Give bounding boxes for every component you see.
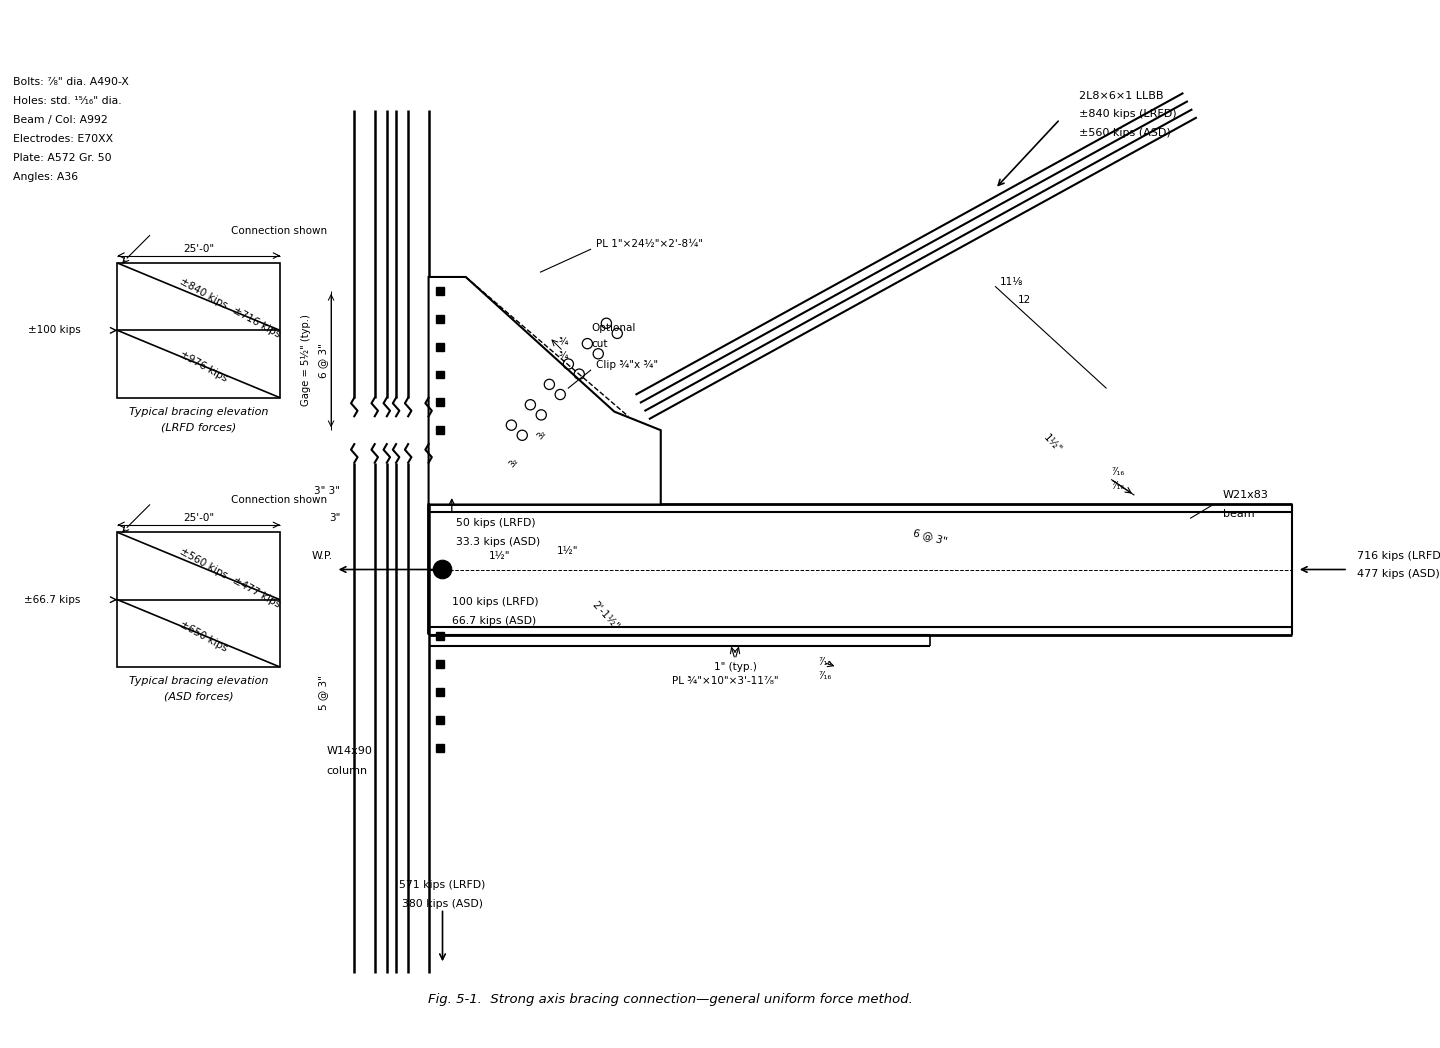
Text: 100 kips (LRFD): 100 kips (LRFD) — [452, 597, 539, 607]
Text: 5 @ 3": 5 @ 3" — [318, 675, 328, 709]
Text: 2'-1½": 2'-1½" — [589, 599, 621, 632]
Bar — [436, 343, 444, 351]
Text: ⁷⁄₁₆: ⁷⁄₁₆ — [818, 672, 832, 681]
Text: ¾: ¾ — [559, 337, 569, 347]
Text: 3" 3": 3" 3" — [314, 485, 340, 496]
Text: 477 kips (ASD): 477 kips (ASD) — [1358, 569, 1440, 580]
Bar — [436, 744, 444, 751]
Bar — [436, 632, 444, 640]
Text: ±477 kips: ±477 kips — [232, 575, 282, 610]
Text: W.P.: W.P. — [311, 550, 333, 561]
Text: ±976 kips: ±976 kips — [177, 350, 229, 384]
Text: W21x83: W21x83 — [1223, 490, 1269, 500]
Text: PL ¾"×10"×3'-11⁷⁄₈": PL ¾"×10"×3'-11⁷⁄₈" — [672, 676, 779, 686]
Text: Bolts: ⁷⁄₈" dia. A490-X: Bolts: ⁷⁄₈" dia. A490-X — [13, 78, 128, 87]
Text: 66.7 kips (ASD): 66.7 kips (ASD) — [452, 615, 536, 626]
Text: column: column — [327, 766, 367, 776]
Text: ±560 kips: ±560 kips — [177, 546, 229, 581]
Text: 25'-0": 25'-0" — [183, 514, 215, 523]
Text: Angles: A36: Angles: A36 — [13, 173, 78, 182]
Text: 50 kips (LRFD): 50 kips (LRFD) — [456, 518, 536, 528]
Text: ±650 kips: ±650 kips — [177, 619, 229, 653]
Text: beam: beam — [1223, 508, 1254, 519]
Bar — [436, 716, 444, 724]
Text: 1½": 1½" — [557, 546, 579, 555]
Bar — [118, 263, 279, 397]
Circle shape — [433, 561, 452, 578]
Text: 716 kips (LRFD): 716 kips (LRFD) — [1358, 550, 1440, 561]
Bar — [436, 287, 444, 294]
Text: W14x90: W14x90 — [327, 745, 373, 756]
Text: 33.3 kips (ASD): 33.3 kips (ASD) — [456, 537, 540, 547]
Text: 2L8×6×1 LLBB: 2L8×6×1 LLBB — [1079, 91, 1164, 101]
Bar — [436, 371, 444, 378]
Text: 6 @ 3": 6 @ 3" — [912, 527, 948, 546]
Text: ±840 kips: ±840 kips — [177, 277, 229, 311]
Text: Typical bracing elevation: Typical bracing elevation — [130, 407, 268, 417]
Text: cut: cut — [590, 339, 608, 349]
Text: 3": 3" — [328, 514, 340, 523]
Text: 3₂: 3₂ — [507, 456, 520, 470]
Text: 571 kips (LRFD): 571 kips (LRFD) — [399, 880, 485, 890]
Text: Typical bracing elevation: Typical bracing elevation — [130, 676, 268, 686]
Bar — [436, 660, 444, 669]
Text: Clip ¾"x ¾": Clip ¾"x ¾" — [596, 361, 658, 370]
Text: Electrodes: E70XX: Electrodes: E70XX — [13, 134, 112, 145]
Text: Connection shown: Connection shown — [232, 495, 327, 505]
Text: (LRFD forces): (LRFD forces) — [161, 422, 236, 433]
Text: Gage = 5½" (typ.): Gage = 5½" (typ.) — [301, 314, 311, 407]
Text: 380 kips (ASD): 380 kips (ASD) — [402, 899, 482, 909]
Text: Beam / Col: A992: Beam / Col: A992 — [13, 115, 108, 126]
Text: Plate: A572 Gr. 50: Plate: A572 Gr. 50 — [13, 153, 111, 163]
Bar — [436, 314, 444, 323]
Text: PL 1"×24½"×2'-8¼": PL 1"×24½"×2'-8¼" — [596, 239, 703, 249]
Text: 6 @ 3": 6 @ 3" — [318, 343, 328, 378]
Text: ⁷⁄₁₆: ⁷⁄₁₆ — [1112, 467, 1125, 477]
Text: 12: 12 — [1018, 296, 1031, 305]
Text: (ASD forces): (ASD forces) — [164, 692, 233, 702]
Text: 1½": 1½" — [1041, 433, 1064, 456]
Text: 1" (typ.): 1" (typ.) — [714, 662, 756, 672]
Text: 25'-0": 25'-0" — [183, 244, 215, 254]
Text: 3₂: 3₂ — [536, 429, 549, 441]
Text: ⁷⁄₁₆: ⁷⁄₁₆ — [1112, 481, 1125, 490]
Text: 1½": 1½" — [490, 550, 510, 561]
Text: ±100 kips: ±100 kips — [27, 325, 81, 335]
Bar — [436, 398, 444, 407]
Bar — [436, 427, 444, 434]
Text: ±66.7 kips: ±66.7 kips — [24, 594, 81, 605]
Text: Holes: std. ¹⁵⁄₁₆" dia.: Holes: std. ¹⁵⁄₁₆" dia. — [13, 96, 121, 106]
Bar — [436, 689, 444, 696]
Text: 11⅛: 11⅛ — [999, 277, 1022, 286]
Text: ¾: ¾ — [559, 351, 569, 361]
Text: ±716 kips: ±716 kips — [232, 306, 282, 341]
Text: Optional: Optional — [590, 323, 635, 333]
Text: ±560 kips (ASD): ±560 kips (ASD) — [1079, 128, 1171, 138]
Text: Fig. 5-1.  Strong axis bracing connection—general uniform force method.: Fig. 5-1. Strong axis bracing connection… — [428, 994, 913, 1006]
Bar — [118, 532, 279, 667]
Polygon shape — [429, 277, 661, 634]
Text: Connection shown: Connection shown — [232, 225, 327, 236]
Text: ⁷⁄₁₆: ⁷⁄₁₆ — [818, 657, 832, 668]
Text: ±840 kips (LRFD): ±840 kips (LRFD) — [1079, 109, 1176, 119]
